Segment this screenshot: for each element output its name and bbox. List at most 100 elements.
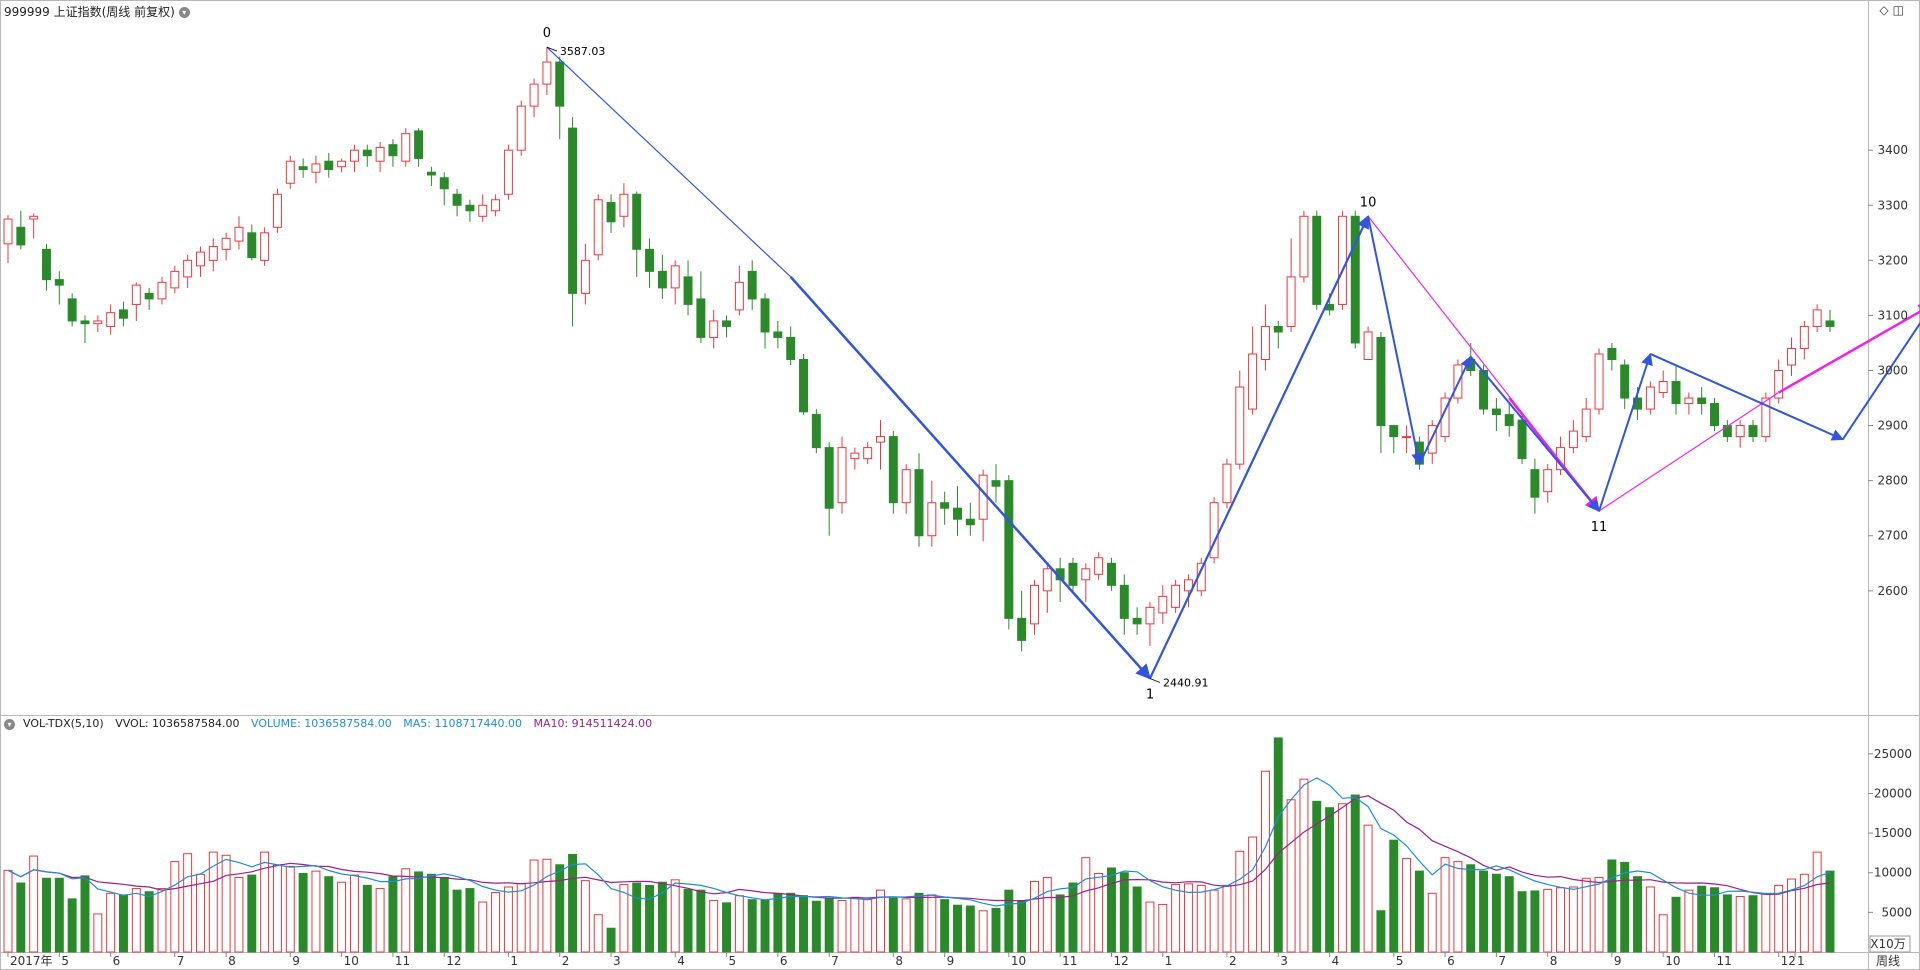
volume-bar-down: [1748, 895, 1758, 953]
candle-body-up: [401, 133, 411, 162]
volume-bar-up: [29, 855, 39, 953]
volume-bar-up: [170, 861, 180, 953]
candle-body-down: [1491, 408, 1501, 416]
chevron-down-icon[interactable]: ▾: [4, 718, 15, 730]
volume-bar-down: [324, 876, 334, 953]
ma5-value: MA5: 1108717440.00: [403, 717, 522, 730]
volume-bar-down: [606, 927, 616, 953]
volume-bar-up: [503, 886, 513, 953]
volume-bar-up: [3, 869, 13, 953]
price-tick-label: 3200: [1877, 253, 1908, 267]
candle-body-up: [311, 163, 321, 173]
time-tick-label: 9: [292, 954, 300, 968]
volume-bar-up: [1042, 876, 1052, 953]
time-tick-label: 5: [729, 954, 737, 968]
candle-body-down: [657, 270, 667, 289]
volume-bar-down: [439, 876, 449, 953]
candle-body-down: [1504, 414, 1514, 427]
volume-ma5-line: [7, 777, 1831, 907]
volume-unit-box: [1869, 935, 1911, 953]
time-tick-label: 6: [113, 954, 121, 968]
price-tick-label: 2900: [1877, 419, 1908, 433]
volume-bar-up: [1145, 901, 1155, 953]
candle-body-down: [940, 502, 950, 509]
volume-bar-down: [773, 892, 783, 953]
candle-body-up: [1402, 436, 1412, 439]
volume-bar-up: [157, 888, 167, 953]
candle-body-down: [426, 171, 436, 176]
candle-body-up: [1081, 568, 1091, 581]
wave-line-1-10: [1148, 215, 1370, 679]
price-tick-label: 3000: [1877, 364, 1908, 378]
time-tick-label: 1: [1797, 954, 1805, 968]
time-tick-label: 11: [395, 954, 410, 968]
candle-body-up: [170, 270, 180, 289]
price-tick-label: 2700: [1877, 529, 1908, 543]
time-tick-label: 7: [831, 954, 839, 968]
candle-body-down: [1004, 480, 1014, 619]
volume-bar-up: [260, 851, 270, 953]
volume-bar-down: [16, 882, 26, 953]
volume-bar-down: [696, 889, 706, 953]
wave-line-11-12: [1598, 392, 1780, 512]
volume-bar-down: [1722, 894, 1732, 953]
price-tick-label: 3400: [1877, 143, 1908, 157]
time-tick-label: 12: [1781, 954, 1796, 968]
candle-body-up: [1594, 353, 1604, 410]
candle-body-up: [503, 149, 513, 195]
volume-bar-down: [144, 891, 154, 953]
candle-body-down: [914, 469, 924, 537]
candle-body-down: [991, 480, 1001, 487]
candle-body-up: [1158, 595, 1168, 614]
candle-body-up: [850, 452, 860, 460]
panel-toggle-icon[interactable]: ◫: [1892, 3, 1904, 17]
volume-bar-down: [888, 897, 898, 953]
time-tick-label: 1: [510, 954, 518, 968]
price-tick-label: 3100: [1877, 308, 1908, 322]
candle-body-down: [1607, 347, 1617, 360]
volume-bar-down: [1491, 873, 1501, 953]
volume-tick-label: 15000: [1874, 826, 1912, 840]
candle-body-up: [1799, 325, 1809, 349]
candle-body-up: [491, 199, 501, 212]
volume-bar-down: [119, 894, 128, 953]
candle-body-up: [1235, 386, 1245, 465]
volume-bar-up: [927, 894, 937, 953]
chevron-down-icon[interactable]: ▾: [178, 7, 190, 18]
candle-body-up: [1222, 463, 1232, 504]
candle-body-down: [1710, 403, 1719, 427]
volume-bar-down: [1825, 870, 1835, 953]
candle-body-up: [1787, 347, 1796, 366]
diamond-icon[interactable]: ◇: [1879, 3, 1889, 17]
time-tick-label: 7: [1498, 954, 1506, 968]
volume-bar-down: [1273, 737, 1283, 953]
candle-body-up: [349, 149, 359, 162]
wave-label-1: 1: [1146, 687, 1154, 702]
time-tick-label: 12: [446, 954, 461, 968]
candle-body-up: [734, 281, 744, 311]
extreme-pointer: [546, 46, 558, 52]
candle-body-down: [80, 320, 90, 325]
candle-body-up: [285, 160, 295, 184]
candle-body-up: [1183, 579, 1193, 592]
volume-tick-label: 10000: [1874, 866, 1912, 880]
candle-body-down: [773, 331, 783, 338]
window-controls: ◇ ◫: [1875, 3, 1904, 17]
volume-bar-up: [1158, 903, 1168, 953]
candle-body-down: [67, 298, 77, 322]
price-tick-label: 2600: [1877, 584, 1908, 598]
volume-bar-down: [1633, 876, 1643, 953]
volume-series: [3, 737, 1835, 953]
candle-body-up: [1209, 502, 1219, 559]
volume-bar-down: [298, 873, 308, 953]
volume-tick-label: 20000: [1874, 786, 1912, 800]
wave-sub-f: [1841, 321, 1920, 440]
volume-bar-down: [747, 899, 757, 953]
volume-bar-up: [1196, 884, 1206, 953]
candle-body-down: [632, 193, 642, 250]
volume-bar-down: [1530, 890, 1540, 953]
wave-sub-c: [1469, 356, 1600, 512]
candle-body-up: [234, 226, 244, 242]
volume-bar-up: [478, 901, 488, 953]
